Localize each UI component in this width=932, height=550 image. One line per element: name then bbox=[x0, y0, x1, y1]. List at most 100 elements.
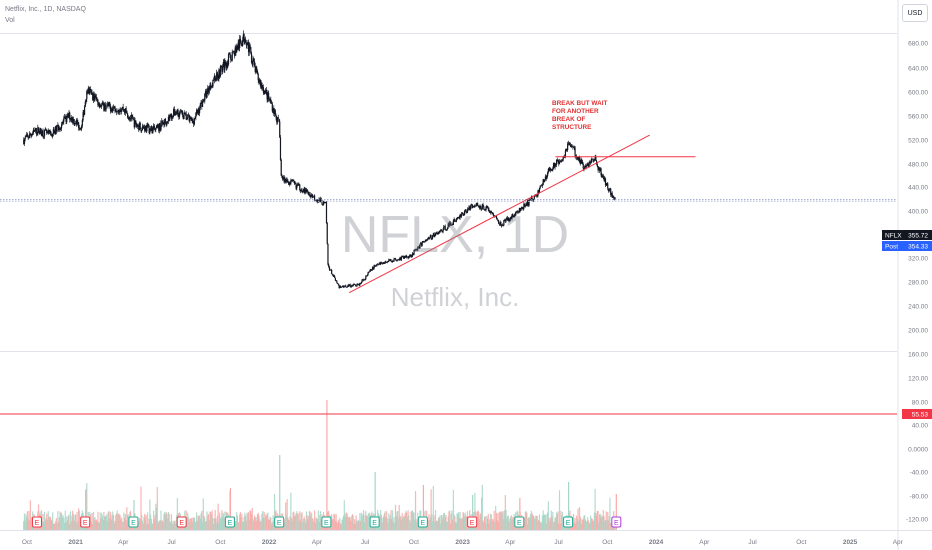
volume-bar bbox=[189, 522, 191, 530]
volume-bar bbox=[235, 521, 237, 530]
volume-bar bbox=[148, 518, 150, 530]
price-axis[interactable]: 680.00640.00600.00560.00520.00480.00440.… bbox=[906, 41, 928, 524]
volume-bar bbox=[556, 514, 558, 530]
volume-bar bbox=[152, 523, 154, 530]
volume-bar bbox=[431, 513, 433, 530]
candle-body bbox=[37, 127, 39, 134]
candle-body bbox=[418, 246, 420, 249]
volume-bar bbox=[347, 516, 349, 530]
candle-body bbox=[440, 229, 443, 231]
earnings-marker: E bbox=[514, 516, 525, 528]
volume-bar bbox=[417, 512, 419, 530]
candle-body bbox=[127, 117, 129, 119]
volume-bar bbox=[63, 522, 66, 530]
volume-bar bbox=[147, 523, 149, 530]
time-tick-label: Oct bbox=[22, 539, 32, 546]
price-tick-label: 0.0000 bbox=[908, 447, 928, 454]
volume-bar bbox=[590, 515, 592, 530]
candle-body bbox=[302, 188, 305, 192]
chart-annotation[interactable]: BREAK BUT WAIT FOR ANOTHER BREAK OF STRU… bbox=[552, 100, 608, 131]
candle-body bbox=[452, 224, 454, 225]
volume-bar bbox=[409, 519, 411, 530]
candle-body bbox=[208, 88, 210, 93]
time-tick-label: Jul bbox=[748, 539, 757, 546]
candle-body bbox=[339, 286, 341, 288]
candle-body bbox=[409, 255, 411, 256]
volume-bar bbox=[101, 515, 103, 530]
volume-bar bbox=[290, 492, 292, 530]
candle-body bbox=[550, 169, 552, 171]
candle-body bbox=[122, 106, 124, 111]
candle-body bbox=[149, 128, 151, 133]
volume-bar bbox=[414, 491, 417, 530]
candle-body bbox=[328, 264, 330, 268]
candle-body bbox=[259, 80, 262, 87]
candle-body bbox=[510, 216, 512, 219]
candle-body bbox=[137, 125, 139, 127]
candle-body bbox=[423, 241, 426, 243]
candle-body bbox=[63, 116, 66, 119]
candle-body bbox=[236, 45, 238, 53]
volume-bar bbox=[287, 517, 289, 530]
volume-bar bbox=[296, 514, 299, 530]
volume-bar bbox=[118, 513, 120, 530]
candle-body bbox=[450, 224, 452, 226]
volume-bar bbox=[124, 517, 126, 530]
volume-label[interactable]: Vol bbox=[5, 17, 15, 24]
candle-body bbox=[217, 77, 219, 79]
candle-body bbox=[187, 115, 189, 118]
candle-body bbox=[581, 161, 584, 165]
volume-bar bbox=[57, 521, 60, 530]
volume-bar bbox=[365, 515, 368, 530]
candle-body bbox=[582, 164, 584, 169]
volume-bar bbox=[544, 514, 547, 530]
volume-bar bbox=[203, 515, 205, 530]
volume-bar bbox=[357, 519, 359, 530]
drawings[interactable] bbox=[0, 134, 897, 415]
symbol-title[interactable]: Netflix, Inc., 1D, NASDAQ bbox=[5, 6, 86, 13]
volume-spike bbox=[279, 455, 281, 530]
volume-bar bbox=[252, 518, 254, 530]
candle-body bbox=[37, 127, 40, 133]
candle-body bbox=[601, 175, 603, 178]
volume-bar bbox=[336, 521, 338, 530]
candle-body bbox=[260, 82, 262, 87]
candle-body bbox=[60, 128, 62, 130]
candle-body bbox=[52, 128, 55, 134]
candle-body bbox=[466, 212, 468, 213]
volume-bar bbox=[360, 521, 362, 530]
volume-bar bbox=[444, 517, 446, 530]
volume-bar bbox=[30, 516, 32, 530]
volume-bar bbox=[127, 514, 129, 530]
volume-bar bbox=[27, 519, 29, 530]
volume-bar bbox=[239, 512, 242, 530]
candle-body bbox=[171, 118, 173, 119]
volume-bar bbox=[584, 515, 586, 530]
candle-body bbox=[372, 267, 374, 269]
candle-body bbox=[125, 108, 127, 111]
volume-bar bbox=[588, 523, 590, 530]
candle-body bbox=[554, 163, 556, 168]
volume-bar bbox=[540, 523, 542, 530]
volume-bar bbox=[388, 513, 390, 530]
price-tick-label: 160.00 bbox=[908, 352, 928, 359]
candle-body bbox=[429, 235, 431, 238]
volume-bar bbox=[56, 523, 58, 530]
watermark-ticker: NFLX, 1D bbox=[340, 206, 570, 264]
volume-bar bbox=[485, 523, 487, 530]
volume-bar bbox=[269, 516, 271, 530]
volume-bar bbox=[359, 512, 361, 530]
volume-bar bbox=[77, 521, 79, 530]
volume-bar bbox=[309, 511, 311, 530]
volume-bar bbox=[537, 520, 539, 530]
candle-body bbox=[467, 209, 469, 210]
candle-body bbox=[495, 215, 498, 219]
time-axis[interactable]: Oct 2021 Apr Jul Oct 2022 Apr Jul Oct 2023 Apr Jul O… bbox=[22, 539, 904, 546]
currency-button[interactable]: USD bbox=[902, 4, 928, 22]
candle-body bbox=[263, 92, 265, 94]
volume-bar bbox=[147, 512, 149, 530]
candle-body bbox=[408, 256, 410, 259]
volume-bar bbox=[112, 511, 114, 530]
